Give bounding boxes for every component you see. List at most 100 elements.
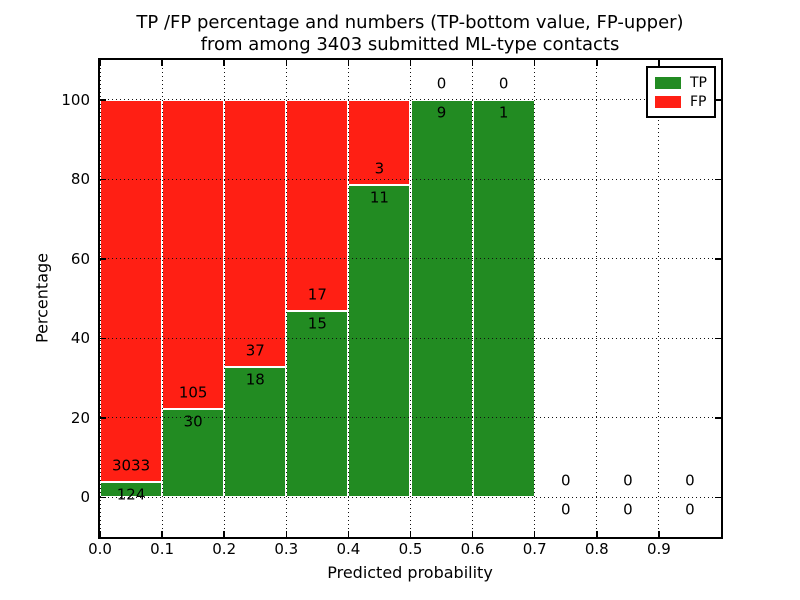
x-grid-line bbox=[161, 60, 163, 537]
x-grid-line bbox=[596, 60, 598, 537]
fp-count-label: 0 bbox=[436, 74, 447, 93]
tp-count-label: 0 bbox=[623, 500, 633, 519]
x-grid-line bbox=[285, 60, 287, 537]
x-tick-mark-top bbox=[161, 60, 163, 66]
y-tick-mark-left bbox=[100, 496, 106, 498]
tp-count-label: 11 bbox=[369, 188, 389, 207]
legend-item-fp: FP bbox=[655, 92, 707, 111]
x-tick-mark-bottom bbox=[285, 531, 288, 537]
grid-layer bbox=[99, 60, 721, 537]
x-tick-label: 0.6 bbox=[460, 540, 485, 558]
chart-title-line2: from among 3403 submitted ML-type contac… bbox=[200, 34, 620, 55]
plot-area: 3033 124 105 30 37 18 17 15 3 11 0 9 0 1 0 0 0 0 0 0 bbox=[99, 60, 721, 537]
tp-bar-segment bbox=[410, 99, 473, 498]
tp-bar-segment bbox=[224, 367, 287, 498]
fp-bar-segment bbox=[286, 99, 349, 311]
x-tick-mark-top bbox=[99, 60, 101, 66]
x-grid-line bbox=[99, 60, 101, 537]
tp-count-label: 9 bbox=[436, 103, 447, 122]
fp-count-label: 0 bbox=[498, 74, 509, 93]
legend-swatch-fp bbox=[655, 95, 681, 108]
legend-label-fp: FP bbox=[690, 93, 707, 110]
x-tick-mark-bottom bbox=[99, 531, 101, 537]
legend-item-tp: TP bbox=[655, 73, 707, 92]
tp-count-label: 30 bbox=[183, 412, 203, 431]
legend-label-tp: TP bbox=[690, 74, 707, 91]
tp-count-label: 15 bbox=[307, 314, 327, 333]
x-tick-mark-top bbox=[658, 60, 660, 66]
tp-count-label: 0 bbox=[685, 500, 695, 519]
y-tick-mark-left bbox=[100, 417, 106, 419]
tp-count-label: 0 bbox=[560, 500, 571, 519]
x-grid-line bbox=[472, 60, 474, 537]
x-tick-label: 0.2 bbox=[212, 540, 237, 558]
y-tick-mark-left bbox=[100, 99, 106, 101]
bars-layer bbox=[100, 60, 721, 537]
tick-marks-layer bbox=[99, 60, 721, 537]
y-tick-mark-right bbox=[715, 258, 721, 260]
x-grid-line bbox=[534, 60, 536, 537]
tp-bar-segment bbox=[286, 310, 349, 498]
x-tick-mark-bottom bbox=[409, 531, 412, 537]
x-tick-label: 0.1 bbox=[150, 540, 175, 558]
y-tick-mark-left bbox=[100, 258, 106, 260]
y-tick-label: 80 bbox=[70, 170, 90, 189]
x-grid-line bbox=[658, 60, 660, 537]
x-tick-mark-bottom bbox=[223, 531, 225, 537]
x-grid-line bbox=[410, 60, 411, 537]
x-grid-line bbox=[223, 60, 225, 537]
tp-bar-segment bbox=[472, 99, 535, 498]
legend: TP FP bbox=[646, 66, 716, 118]
x-grid-line bbox=[347, 60, 349, 537]
x-tick-mark-bottom bbox=[347, 531, 350, 537]
y-tick-mark-left bbox=[100, 337, 106, 339]
fp-count-label: 0 bbox=[685, 471, 695, 490]
x-tick-mark-bottom bbox=[596, 531, 598, 537]
bar-annotations-layer: 3033 124 105 30 37 18 17 15 3 11 0 9 0 1 0 0 0 0 0 0 bbox=[100, 60, 721, 537]
y-tick-mark-left bbox=[100, 178, 106, 180]
fp-count-label: 0 bbox=[560, 471, 571, 490]
y-tick-label: 0 bbox=[80, 488, 90, 507]
tp-bar-segment bbox=[162, 408, 225, 498]
x-tick-label: 0.7 bbox=[522, 540, 547, 558]
x-tick-label: 0.9 bbox=[646, 540, 671, 558]
tp-bar-segment bbox=[348, 184, 411, 498]
x-tick-label: 0.0 bbox=[88, 540, 112, 558]
chart-title-line1: TP /FP percentage and numbers (TP-bottom… bbox=[136, 12, 684, 33]
fp-count-label: 17 bbox=[307, 285, 327, 304]
tp-count-label: 18 bbox=[245, 370, 265, 389]
fp-count-label: 37 bbox=[245, 341, 265, 360]
x-tick-label: 0.8 bbox=[584, 540, 609, 558]
x-tick-mark-top bbox=[285, 60, 288, 66]
x-tick-mark-top bbox=[409, 60, 412, 66]
y-tick-mark-right bbox=[715, 99, 721, 101]
x-tick-mark-bottom bbox=[161, 531, 163, 537]
x-tick-mark-top bbox=[596, 60, 598, 66]
tp-count-label: 1 bbox=[498, 103, 509, 122]
x-tick-mark-bottom bbox=[533, 531, 536, 537]
fp-bar-segment bbox=[224, 99, 287, 368]
y-axis-label: Percentage bbox=[32, 252, 52, 344]
y-tick-mark-right bbox=[715, 178, 721, 180]
tp-bar-segment bbox=[100, 481, 163, 498]
x-tick-mark-top bbox=[347, 60, 350, 66]
y-tick-label: 60 bbox=[70, 249, 90, 268]
x-tick-mark-top bbox=[471, 60, 474, 66]
y-tick-mark-right bbox=[715, 496, 721, 498]
x-tick-mark-top bbox=[533, 60, 536, 66]
x-tick-label: 0.5 bbox=[398, 540, 423, 558]
fp-count-label: 3033 bbox=[111, 456, 151, 475]
x-axis-label: Predicted probability bbox=[327, 563, 493, 582]
tp-count-label: 124 bbox=[116, 485, 146, 504]
fp-bar-segment bbox=[348, 99, 411, 185]
x-tick-mark-bottom bbox=[471, 531, 474, 537]
fp-count-label: 3 bbox=[374, 159, 385, 178]
fp-count-label: 105 bbox=[178, 383, 208, 402]
legend-swatch-tp bbox=[655, 76, 681, 89]
y-tick-label: 20 bbox=[70, 408, 90, 427]
fp-bar-segment bbox=[162, 99, 225, 409]
y-tick-label: 100 bbox=[61, 90, 90, 109]
x-tick-label: 0.3 bbox=[274, 540, 299, 558]
fp-count-label: 0 bbox=[623, 471, 633, 490]
